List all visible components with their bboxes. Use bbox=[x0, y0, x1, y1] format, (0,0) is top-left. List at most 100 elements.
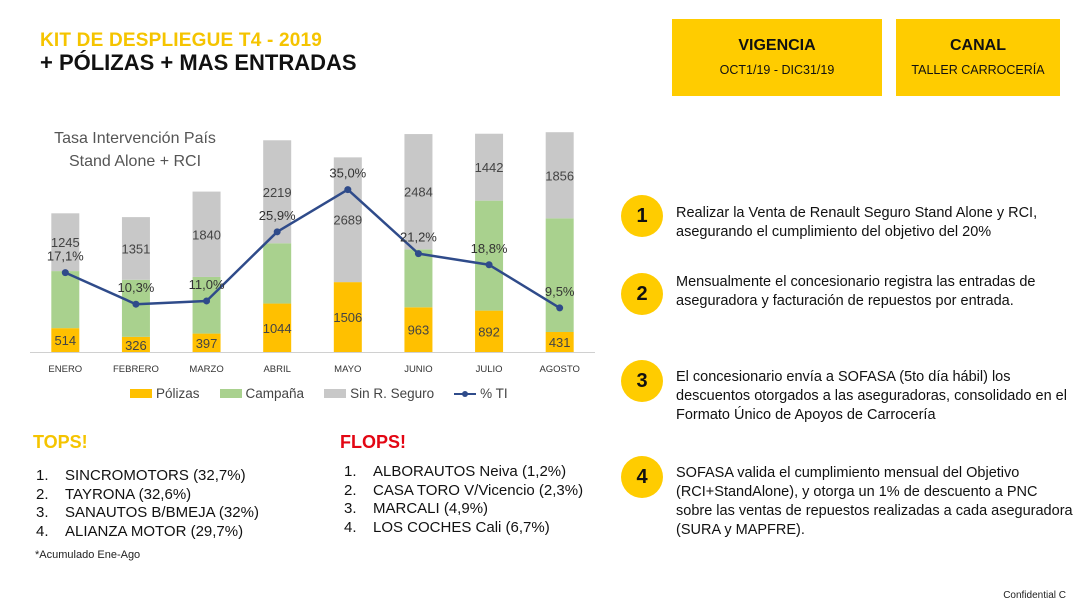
x-tick-label: JUNIO bbox=[404, 364, 433, 375]
data-label-sin-seguro: 2484 bbox=[404, 185, 433, 200]
bar-campana bbox=[545, 218, 574, 333]
intervention-rate-chart: 514 1245 ENERO 326 1351 FEBRERO 397 1840 MARZO 10… bbox=[30, 132, 595, 375]
chart-legend: Pólizas Campaña Sin R. Seguro % TI bbox=[130, 386, 528, 401]
legend-label-polizas: Pólizas bbox=[156, 386, 200, 401]
x-tick-label: MAYO bbox=[334, 364, 361, 375]
list-item: 1. ALBORAUTOS Neiva (1,2%) bbox=[344, 463, 583, 482]
list-item-text: LOS COCHES Cali (6,7%) bbox=[373, 518, 550, 536]
list-item-number: 3. bbox=[36, 504, 49, 521]
ti-data-label: 17,1% bbox=[47, 249, 84, 264]
bar-polizas bbox=[404, 307, 433, 352]
kit-title: KIT DE DESPLIEGUE T4 - 2019 bbox=[40, 30, 323, 51]
x-tick-label: ABRIL bbox=[263, 364, 290, 375]
list-item-number: 4. bbox=[344, 518, 357, 536]
step-text: Mensualmente el concesionario registra l… bbox=[676, 274, 1036, 309]
data-label-polizas: 514 bbox=[54, 333, 76, 348]
legend-label-ti: % TI bbox=[480, 386, 508, 401]
bar-campana bbox=[121, 279, 150, 337]
list-item: 3. SANAUTOS B/BMEJA (32%) bbox=[36, 504, 259, 523]
list-item-text: MARCALI (4,9%) bbox=[373, 500, 489, 517]
x-tick-label: AGOSTO bbox=[539, 364, 579, 375]
ti-point bbox=[344, 186, 352, 194]
legend-swatch-sin-seguro bbox=[324, 389, 347, 398]
bar-sin-seguro bbox=[404, 134, 433, 250]
legend-item-polizas: Pólizas bbox=[130, 386, 200, 401]
list-item-text: ALBORAUTOS Neiva (1,2%) bbox=[373, 463, 567, 480]
data-label-sin-seguro: 1245 bbox=[51, 235, 80, 250]
tops-heading: TOPS! bbox=[33, 432, 88, 452]
bar-polizas bbox=[51, 328, 80, 352]
confidential-label: Confidential C bbox=[1003, 590, 1066, 601]
legend-swatch-ti bbox=[454, 389, 477, 398]
canal-heading: CANAL bbox=[950, 37, 1006, 54]
bar-sin-seguro bbox=[192, 191, 221, 277]
data-label-polizas: 1506 bbox=[333, 310, 362, 325]
bar-sin-seguro bbox=[545, 132, 574, 219]
ti-point bbox=[61, 269, 69, 277]
bar-campana bbox=[404, 249, 433, 308]
data-label-sin-seguro: 1856 bbox=[545, 168, 574, 183]
list-item-text: SANAUTOS B/BMEJA (32%) bbox=[65, 504, 259, 521]
step-text: SOFASA valida el cumplimiento mensual de… bbox=[676, 465, 1073, 538]
list-item-text: TAYRONA (32,6%) bbox=[65, 485, 192, 503]
list-item-text: CASA TORO V/Vicencio (2,3%) bbox=[373, 481, 584, 499]
ti-data-label: 10,3% bbox=[118, 280, 155, 295]
bar-campana bbox=[263, 243, 292, 304]
bar-polizas bbox=[475, 310, 504, 352]
tops-list: 1. SINCROMOTORS (32,7%) 2. TAYRONA (32,6%)… bbox=[36, 467, 259, 541]
legend-item-sin-seguro: Sin R. Seguro bbox=[324, 386, 434, 401]
ti-data-label: 21,2% bbox=[400, 230, 437, 245]
tops-footnote: *Acumulado Ene-Ago bbox=[35, 549, 141, 561]
x-tick-label: MARZO bbox=[189, 364, 223, 375]
data-label-polizas: 963 bbox=[408, 323, 430, 338]
ti-data-label: 35,0% bbox=[329, 166, 366, 181]
chart-subtitle: Stand Alone + RCI bbox=[68, 153, 202, 170]
bar-polizas bbox=[192, 333, 221, 352]
bar-sin-seguro bbox=[121, 217, 150, 280]
step-text: Realizar la Venta de Renault Seguro Stan… bbox=[676, 205, 1038, 240]
list-item-number: 2. bbox=[36, 485, 49, 503]
data-label-polizas: 892 bbox=[478, 324, 500, 339]
data-label-polizas: 431 bbox=[549, 335, 571, 350]
data-label-polizas: 397 bbox=[196, 336, 218, 351]
bar-campana bbox=[192, 276, 221, 334]
data-label-sin-seguro: 2689 bbox=[333, 213, 362, 228]
data-label-sin-seguro: 2219 bbox=[263, 185, 292, 200]
step-number-badge: 2 bbox=[621, 273, 663, 315]
step-number-badge: 3 bbox=[621, 360, 663, 402]
list-item-number: 1. bbox=[36, 467, 49, 484]
bar-sin-seguro bbox=[333, 157, 362, 283]
canal-box: CANAL TALLER CARROCERÍA bbox=[896, 19, 1060, 96]
list-item: 1. SINCROMOTORS (32,7%) bbox=[36, 467, 259, 486]
bar-sin-seguro bbox=[475, 133, 504, 201]
x-tick-label: JULIO bbox=[476, 364, 503, 375]
ti-point bbox=[203, 297, 211, 305]
legend-swatch-campana bbox=[219, 389, 242, 398]
bar-campana bbox=[475, 200, 504, 311]
canal-value: TALLER CARROCERÍA bbox=[911, 63, 1045, 77]
bar-polizas bbox=[121, 336, 150, 352]
data-label-polizas: 326 bbox=[125, 338, 147, 353]
vigencia-heading: VIGENCIA bbox=[738, 37, 816, 54]
chart-title: Tasa Intervención País bbox=[54, 130, 216, 147]
data-label-polizas: 1044 bbox=[263, 321, 292, 336]
list-item-number: 3. bbox=[344, 500, 357, 517]
list-item-number: 4. bbox=[36, 522, 49, 540]
ti-point bbox=[273, 228, 281, 236]
flops-list: 1. ALBORAUTOS Neiva (1,2%) 2. CASA TORO V/… bbox=[344, 463, 583, 537]
list-item: 4. LOS COCHES Cali (6,7%) bbox=[344, 519, 583, 538]
bar-polizas bbox=[545, 332, 574, 352]
data-label-sin-seguro: 1840 bbox=[192, 227, 221, 242]
list-item: 3. MARCALI (4,9%) bbox=[344, 500, 583, 519]
ti-series-line bbox=[64, 188, 561, 309]
ti-data-label: 25,9% bbox=[259, 208, 296, 223]
legend-swatch-polizas bbox=[130, 389, 152, 398]
x-tick-label: ENERO bbox=[48, 364, 82, 375]
flops-heading: FLOPS! bbox=[340, 432, 406, 452]
ti-data-label: 11,0% bbox=[189, 277, 225, 292]
bar-polizas bbox=[333, 282, 362, 352]
list-item: 2. TAYRONA (32,6%) bbox=[36, 486, 259, 505]
data-label-sin-seguro: 1442 bbox=[475, 160, 504, 175]
step-number-badge: 4 bbox=[621, 456, 663, 498]
ti-data-label: 18,8% bbox=[471, 241, 508, 256]
